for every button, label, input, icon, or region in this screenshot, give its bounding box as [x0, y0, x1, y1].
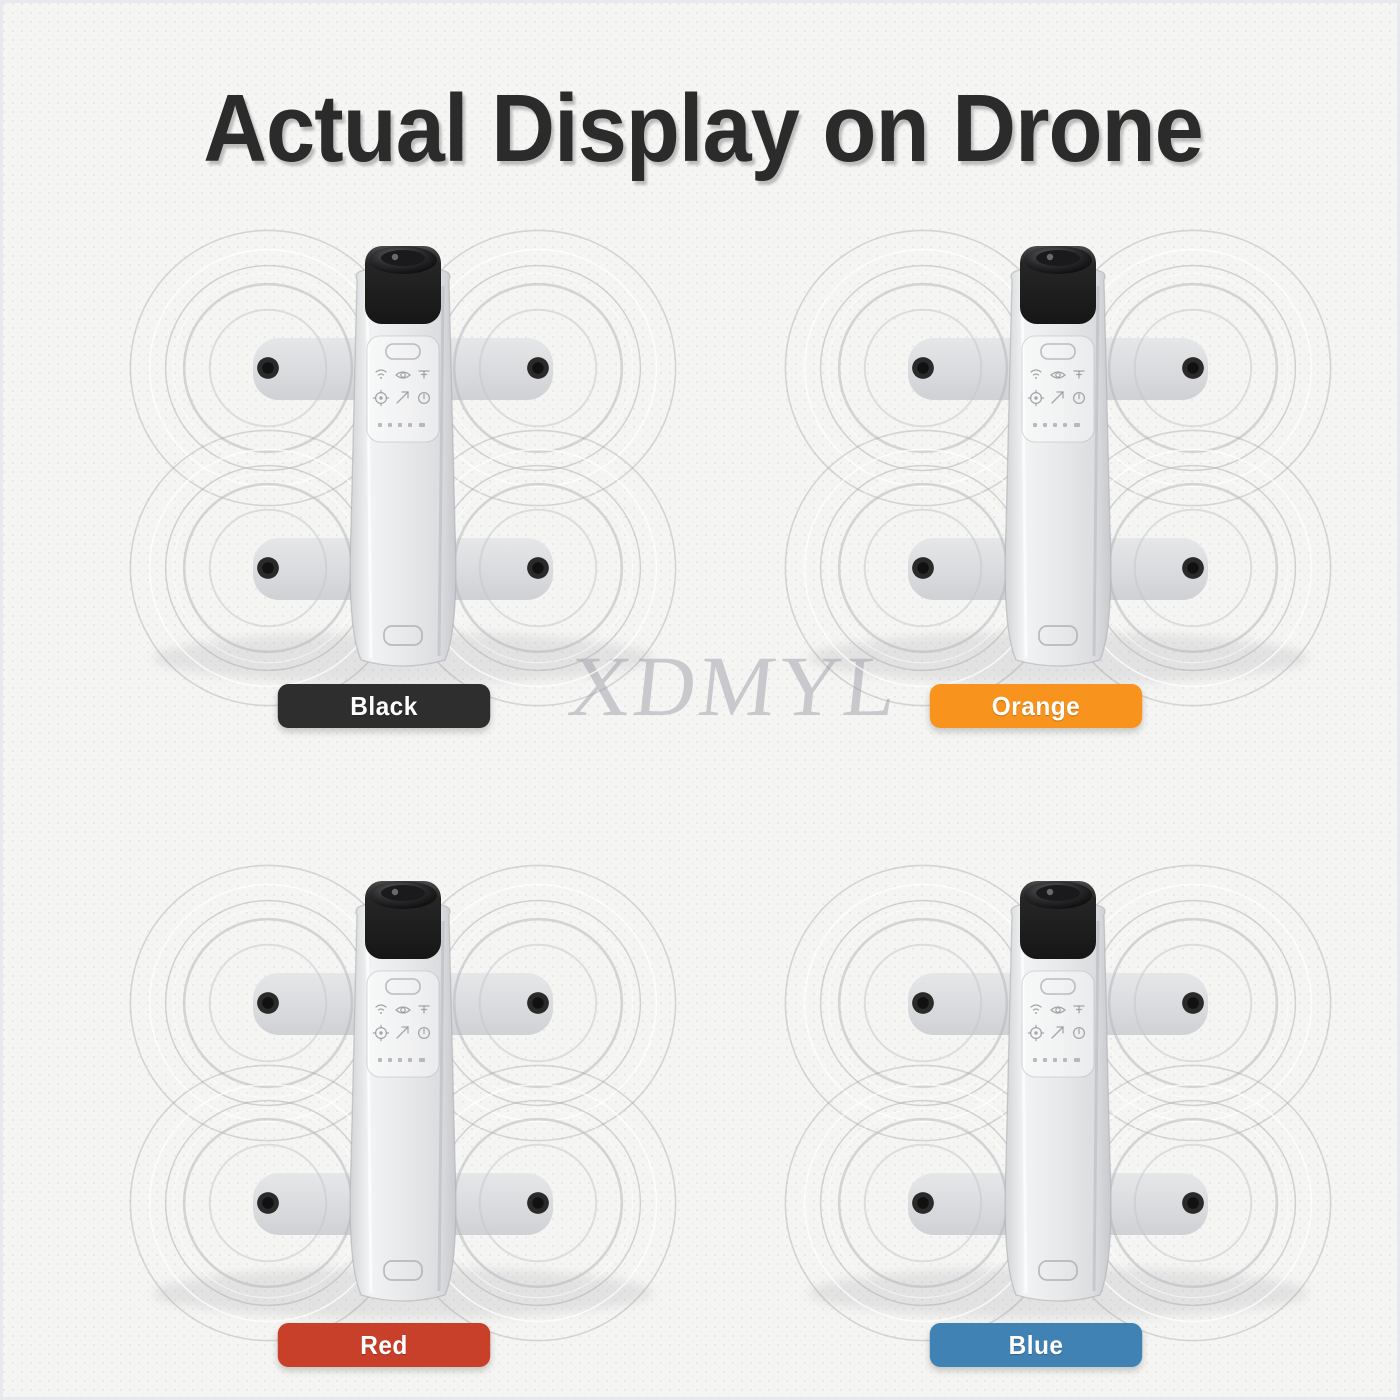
color-badge-orange[interactable]: Orange [929, 684, 1143, 728]
drone-image-red [103, 863, 703, 1343]
drone-image-orange [758, 228, 1358, 708]
drone-image-black [103, 228, 703, 708]
color-badge-red[interactable]: Red [277, 1323, 491, 1367]
page-title: Actual Display on Drone [203, 75, 1204, 182]
color-badge-black[interactable]: Black [277, 684, 491, 728]
color-badge-blue[interactable]: Blue [929, 1323, 1143, 1367]
drone-image-blue [758, 863, 1358, 1343]
